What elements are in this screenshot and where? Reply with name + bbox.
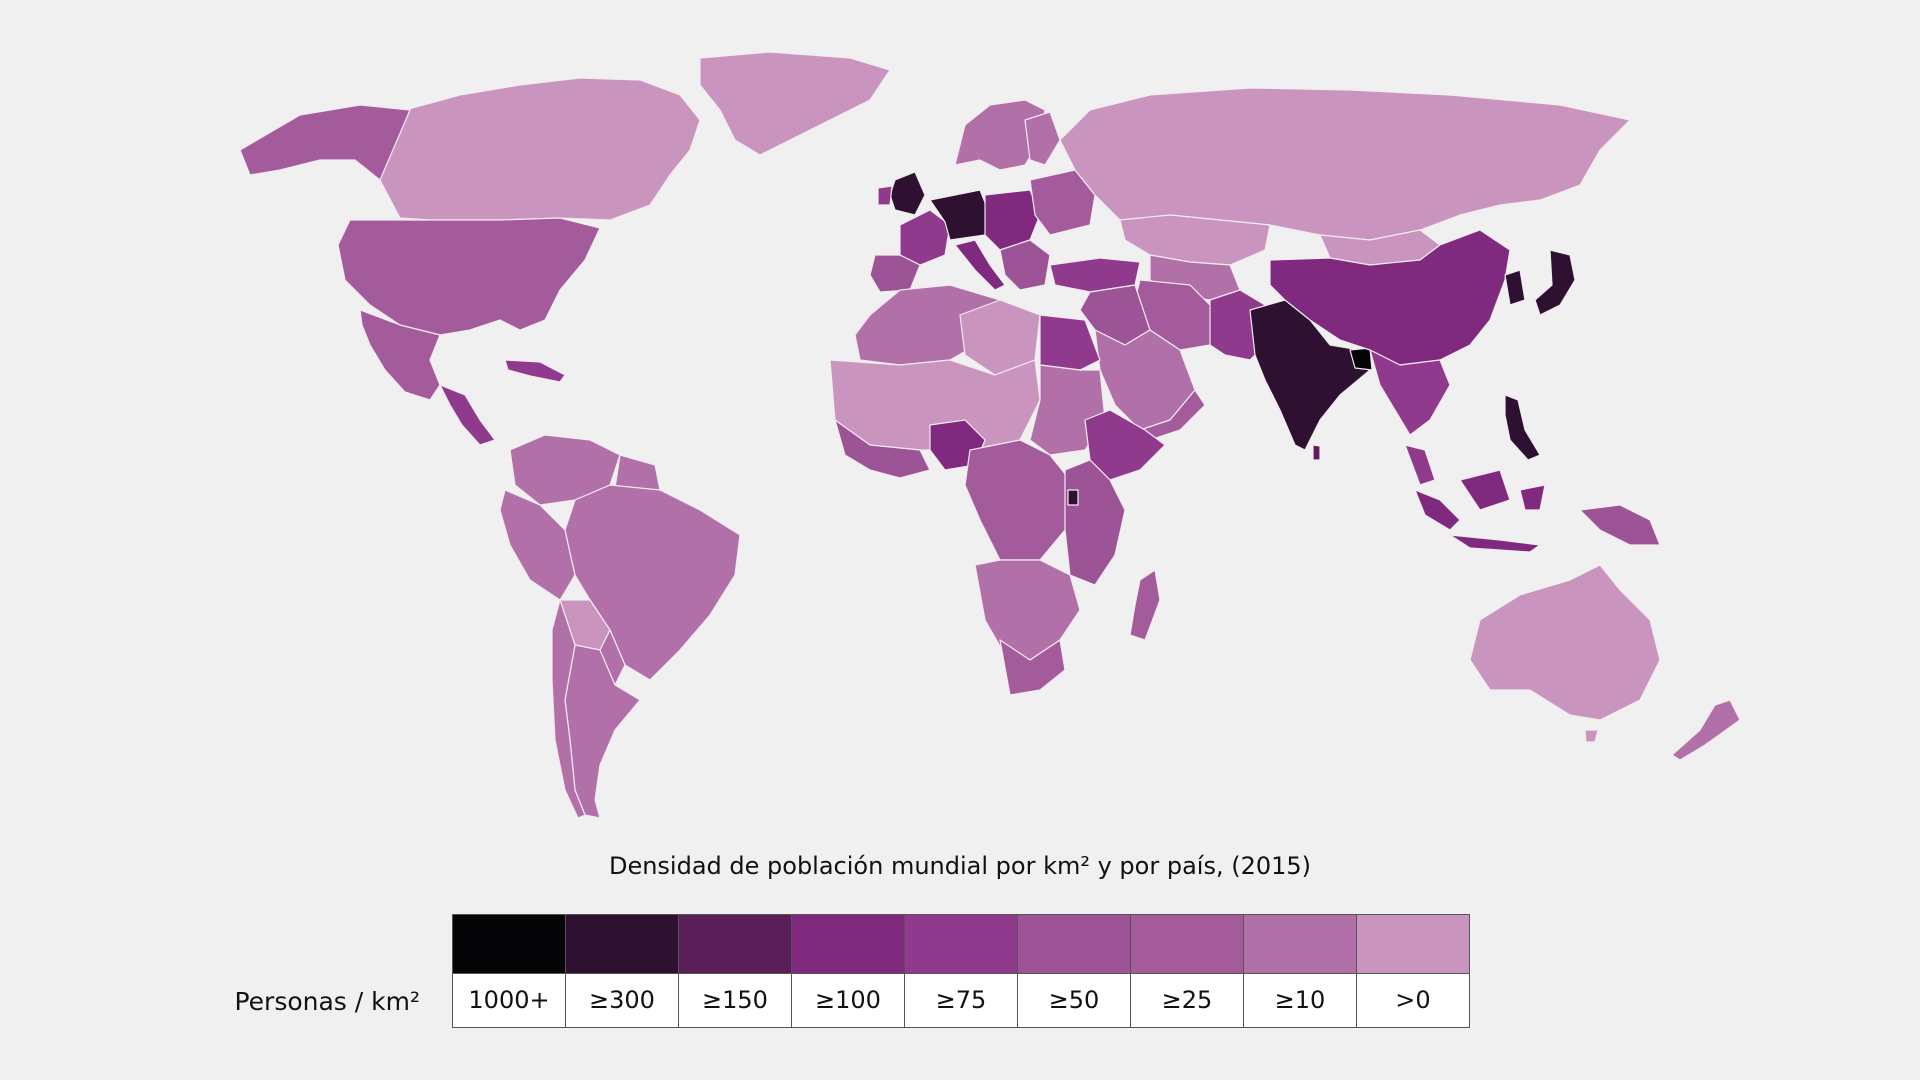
country-japan [1534, 249, 1576, 316]
map-title: Densidad de población mundial por km² y … [608, 852, 1312, 880]
legend-swatch [792, 915, 904, 974]
country-indonesia [1414, 469, 1546, 553]
country-balkans [999, 239, 1051, 291]
country-china [1269, 229, 1511, 366]
legend-class-label: ≥150 [679, 974, 791, 1027]
region-west-africa-coast [834, 419, 931, 479]
legend-class: 1000+ [453, 915, 566, 1027]
legend-swatch [1131, 915, 1243, 974]
legend-class-label: 1000+ [453, 974, 565, 1027]
legend-class-label: ≥75 [905, 974, 1017, 1027]
country-philippines [1504, 394, 1541, 461]
legend-class: ≥75 [905, 915, 1018, 1027]
country-greenland [699, 51, 891, 156]
legend-swatch [905, 915, 1017, 974]
country-malaysia [1404, 444, 1436, 486]
legend-class-label: ≥300 [566, 974, 678, 1027]
country-finland [1024, 111, 1061, 166]
country-rwanda-burundi [1067, 489, 1079, 506]
legend-class-label: ≥50 [1018, 974, 1130, 1027]
legend-class: ≥100 [792, 915, 905, 1027]
country-usa [337, 217, 601, 336]
legend-swatch [1244, 915, 1356, 974]
legend: 1000+ ≥300 ≥150 ≥100 ≥75 ≥50 ≥25 ≥10 >0 [452, 914, 1470, 1028]
legend-swatch [679, 915, 791, 974]
country-madagascar [1129, 569, 1161, 641]
country-canada [379, 77, 701, 221]
country-alaska [239, 104, 411, 181]
country-peru-ecuador [499, 489, 576, 601]
legend-class: >0 [1357, 915, 1469, 1027]
country-new-zealand [1671, 699, 1741, 761]
country-india [1249, 299, 1371, 451]
country-brazil [564, 484, 741, 681]
country-kazakhstan [1119, 214, 1271, 266]
region-caribbean [504, 359, 566, 383]
country-mexico [359, 309, 441, 401]
country-korea [1504, 269, 1526, 306]
legend-swatch [1018, 915, 1130, 974]
country-italy [954, 239, 1006, 291]
country-uk [889, 171, 926, 216]
legend-swatch [453, 915, 565, 974]
country-sri-lanka [1312, 444, 1321, 461]
region-central-africa [964, 439, 1071, 561]
country-bangladesh [1349, 347, 1373, 371]
legend-swatch [566, 915, 678, 974]
world-population-density-map [239, 51, 1741, 819]
region-east-africa [1064, 459, 1126, 586]
legend-unit-label: Personas / km² [234, 987, 420, 1016]
region-southern-africa [974, 559, 1081, 661]
legend-class: ≥25 [1131, 915, 1244, 1027]
region-indochina [1369, 349, 1451, 436]
legend-class: ≥10 [1244, 915, 1357, 1027]
legend-class-label: ≥100 [792, 974, 904, 1027]
country-chile [551, 599, 586, 819]
legend-class-label: ≥10 [1244, 974, 1356, 1027]
country-ireland [877, 185, 893, 206]
legend-class: ≥50 [1018, 915, 1131, 1027]
country-papua-new-guinea [1579, 504, 1661, 546]
country-tasmania [1584, 729, 1599, 743]
country-australia [1469, 564, 1661, 721]
legend-class: ≥300 [566, 915, 679, 1027]
country-egypt [1039, 314, 1101, 371]
country-south-africa [999, 639, 1066, 696]
region-central-america [439, 384, 496, 446]
legend-swatch [1357, 915, 1469, 974]
legend-class-label: >0 [1357, 974, 1469, 1027]
legend-class: ≥150 [679, 915, 792, 1027]
legend-class-label: ≥25 [1131, 974, 1243, 1027]
